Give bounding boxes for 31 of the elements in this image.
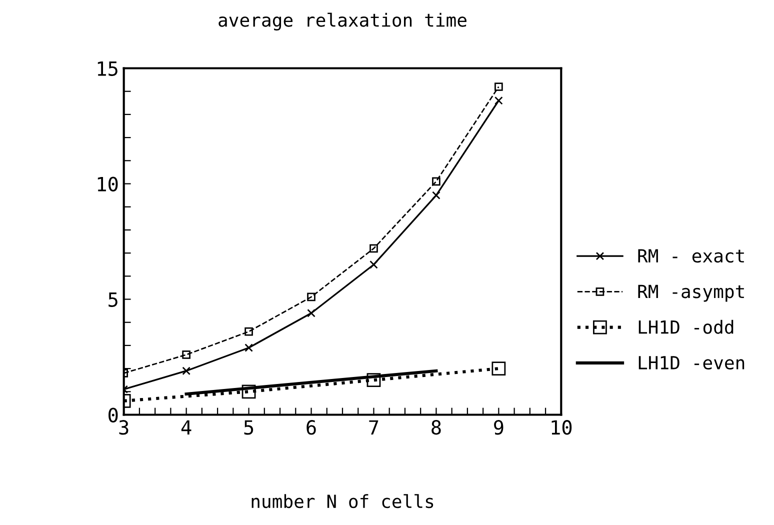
point [307, 308, 316, 318]
point [370, 244, 378, 253]
chart-title: average relaxation time [218, 12, 466, 30]
x-tick-label: 4 [181, 420, 192, 434]
x-tick-label: 5 [244, 420, 254, 435]
x-tick-label: 8 [432, 420, 441, 435]
x-axis-title: number N of cells [252, 494, 434, 508]
x-tick-label: 9 [494, 420, 504, 435]
x-tick-label: 10 [552, 420, 572, 435]
point [366, 373, 381, 388]
legend-label: LH1D -odd [638, 320, 734, 334]
y-tick-label: 5 [108, 292, 118, 307]
point [494, 96, 503, 105]
point [244, 327, 253, 336]
point [182, 350, 190, 359]
legend-label: RM - exact [638, 249, 744, 263]
point [307, 292, 316, 302]
point [494, 82, 503, 91]
x-tick-label: 7 [369, 420, 378, 434]
x-tick-label: 6 [306, 420, 316, 435]
legend-label: RM -asympt [638, 284, 744, 302]
point [182, 366, 190, 376]
y-tick-label: 0 [108, 408, 118, 422]
y-tick-label: 10 [98, 176, 118, 192]
point [432, 177, 440, 186]
y-tick-label: 15 [98, 62, 118, 76]
point [244, 344, 253, 352]
point [242, 384, 256, 399]
legend-label: LH1D -even [638, 356, 744, 370]
point [492, 362, 506, 376]
x-tick-label: 3 [119, 420, 128, 435]
